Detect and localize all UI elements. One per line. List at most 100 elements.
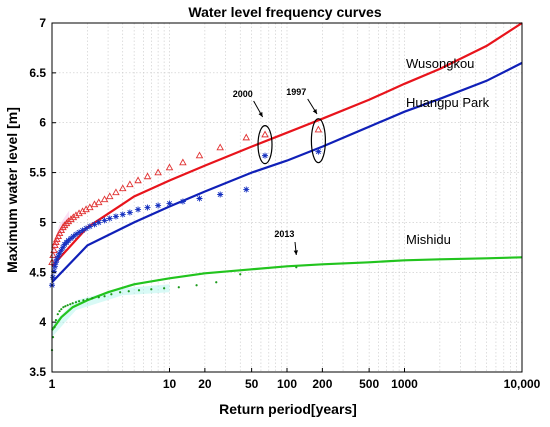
x-tick-label: 500 <box>359 377 379 391</box>
ellipse-1997 <box>310 118 326 164</box>
series-mishidu <box>50 256 523 352</box>
y-tick-label: 4 <box>39 315 46 329</box>
data-point <box>59 244 66 251</box>
x-tick-label: 10 <box>163 377 177 391</box>
data-point <box>119 291 122 294</box>
data-point <box>60 308 63 311</box>
y-tick-label: 6 <box>39 116 46 130</box>
data-point <box>101 217 108 224</box>
data-point <box>177 286 180 289</box>
data-point <box>64 217 73 225</box>
annotation-2013: 2013 <box>274 229 294 239</box>
data-point <box>103 295 106 298</box>
data-point <box>215 281 218 284</box>
data-point <box>51 263 58 270</box>
y-tick-label: 5.5 <box>29 166 46 180</box>
y-tick-label: 4.5 <box>29 265 46 279</box>
x-tick-label: 1000 <box>391 377 418 391</box>
data-point <box>67 215 75 223</box>
data-point <box>86 298 89 301</box>
data-point <box>53 256 60 263</box>
data-point <box>295 266 298 269</box>
annotations: 2000 1997 2013 <box>233 87 318 256</box>
ellipse-2000 <box>257 125 273 165</box>
data-point <box>72 211 80 219</box>
chart-title: Water level frequency curves <box>188 4 381 20</box>
data-point <box>262 152 269 159</box>
data-point <box>195 284 198 287</box>
data-point <box>95 219 102 226</box>
data-point <box>150 288 153 291</box>
data-point <box>314 125 323 133</box>
data-point <box>71 302 74 305</box>
data-point <box>166 200 173 207</box>
data-point <box>60 221 69 229</box>
data-point <box>62 306 65 309</box>
data-point <box>77 300 81 303</box>
x-tick-label: 50 <box>245 377 259 391</box>
data-point <box>179 158 187 166</box>
data-point <box>65 237 72 244</box>
data-point <box>74 301 78 304</box>
annotation-arrowhead <box>293 250 299 255</box>
data-point <box>79 227 86 234</box>
data-point <box>144 204 151 211</box>
x-ticks: 1 10 20 50 100 200 500 1000 10,000 <box>49 368 541 391</box>
data-point <box>78 207 87 215</box>
data-point <box>127 290 130 293</box>
data-point <box>126 180 134 188</box>
data-point <box>105 192 114 200</box>
data-point <box>134 176 142 184</box>
data-point <box>126 209 133 216</box>
series-label: Wusongkou <box>406 56 474 71</box>
x-tick-label: 10,000 <box>504 377 541 391</box>
data-point <box>52 259 59 266</box>
annotation-arrowhead <box>258 112 263 117</box>
confidence-bands <box>52 210 170 338</box>
data-point <box>72 231 79 238</box>
data-point <box>82 299 85 302</box>
data-point <box>86 223 93 230</box>
series-wusongkou <box>48 22 523 268</box>
data-point <box>112 213 119 220</box>
annotation-1997: 1997 <box>286 87 306 97</box>
data-point <box>165 163 174 171</box>
data-point <box>154 168 162 176</box>
x-tick-label: 1 <box>49 377 56 391</box>
data-point <box>195 151 204 159</box>
data-point <box>97 296 100 299</box>
data-point <box>155 202 162 209</box>
series-label: Huangpu Park <box>406 95 490 110</box>
y-tick-label: 7 <box>39 16 46 30</box>
series-labels: Wusongkou Huangpu Park Mishidu <box>406 56 490 247</box>
data-point <box>239 273 242 276</box>
data-point <box>69 213 78 221</box>
data-point <box>70 233 77 240</box>
y-tick-label: 5 <box>39 215 46 229</box>
fit-line <box>51 61 523 284</box>
data-point <box>106 215 113 222</box>
data-point <box>67 235 74 242</box>
grid-lines <box>52 23 522 372</box>
data-point <box>315 148 322 155</box>
data-point <box>76 229 83 236</box>
x-tick-label: 100 <box>277 377 297 391</box>
data-point <box>75 209 83 217</box>
data-point <box>58 310 61 313</box>
plot-frame <box>51 22 523 373</box>
series-huangpu-park <box>49 61 523 289</box>
data-point <box>56 313 59 316</box>
data-point <box>243 186 250 193</box>
y-tick-label: 3.5 <box>29 365 46 379</box>
data-point <box>91 297 94 300</box>
data-point <box>66 304 69 307</box>
y-ticks: 3.5 4 4.5 5 5.5 6 6.5 7 <box>29 16 56 379</box>
data-point <box>58 247 65 254</box>
data-point <box>119 211 126 218</box>
y-axis-label: Maximum water level [m] <box>4 107 20 273</box>
data-point <box>196 195 203 202</box>
data-point <box>64 305 67 308</box>
data-point <box>135 206 142 213</box>
